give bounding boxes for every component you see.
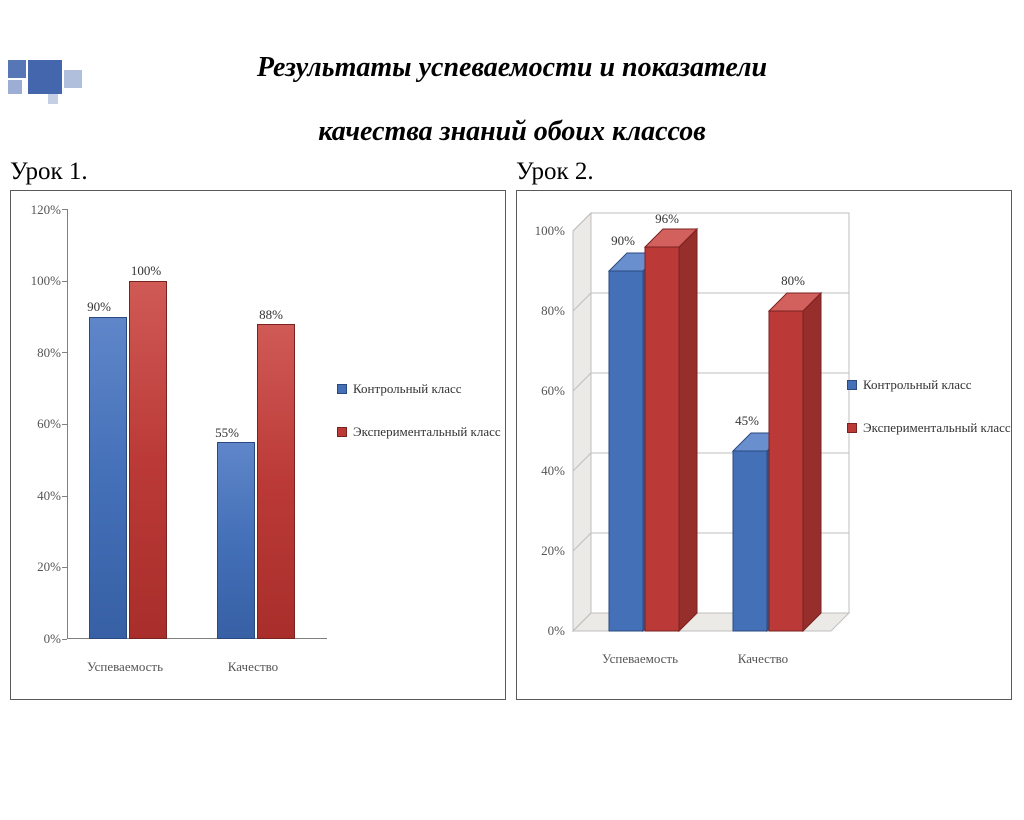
chart1-legend-label2: Экспериментальный класс — [353, 424, 501, 441]
chart2-legend-item2: Экспериментальный класс — [847, 420, 1011, 437]
title-line1: Результаты успеваемости и показатели — [0, 52, 1024, 84]
chart1-ytick-0: 0% — [21, 631, 61, 647]
chart2-val-s2-c1: 96% — [647, 211, 687, 227]
chart2-bars — [563, 211, 863, 651]
chart1-val-s1-c2: 55% — [207, 425, 247, 441]
chart2-bar-s2-c2 — [769, 293, 821, 631]
chart1-ytick-4: 80% — [21, 345, 61, 361]
chart1-cat-1: Успеваемость — [75, 659, 175, 675]
chart1-ytick-5: 100% — [21, 273, 61, 289]
chart1-legend: Контрольный класс Экспериментальный клас… — [337, 381, 501, 467]
chart2-legend: Контрольный класс Экспериментальный клас… — [847, 377, 1011, 463]
chart2-ytick-4: 80% — [525, 303, 565, 319]
chart2-plot — [573, 231, 831, 631]
legend-swatch-red — [337, 427, 347, 437]
chart2-legend-item1: Контрольный класс — [847, 377, 1011, 394]
chart2-val-s1-c2: 45% — [727, 413, 767, 429]
chart2-cat-1: Успеваемость — [585, 651, 695, 667]
chart1-val-s1-c1: 90% — [79, 299, 119, 315]
title-line2: качества знаний обоих классов — [0, 116, 1024, 148]
chart1-legend-item1: Контрольный класс — [337, 381, 501, 398]
chart2-bar-s2-c1 — [645, 229, 697, 631]
chart1-val-s2-c1: 100% — [123, 263, 169, 279]
chart2-ytick-1: 20% — [525, 543, 565, 559]
chart2-ytick-0: 0% — [525, 623, 565, 639]
chart2-legend-label1: Контрольный класс — [863, 377, 972, 394]
chart1-bar-s1-c2 — [217, 442, 255, 639]
legend-swatch-red — [847, 423, 857, 433]
chart1-bar-s2-c1 — [129, 281, 167, 639]
chart1-cat-2: Качество — [203, 659, 303, 675]
chart1-bar-s2-c2 — [257, 324, 295, 639]
chart1-bar-s1-c1 — [89, 317, 127, 640]
panel1-label: Урок 1. — [10, 158, 508, 186]
chart2-ytick-2: 40% — [525, 463, 565, 479]
panel-lesson1: Урок 1. — [10, 158, 508, 700]
page-title: Результаты успеваемости и показатели кач… — [0, 52, 1024, 148]
chart2-legend-label2: Экспериментальный класс — [863, 420, 1011, 437]
chart2-cat-2: Качество — [713, 651, 813, 667]
chart1: 0% 20% 40% 60% 80% 100% 120% 90% 100% 55… — [10, 190, 506, 700]
legend-swatch-blue — [847, 380, 857, 390]
chart2-ytick-5: 100% — [525, 223, 565, 239]
chart2: 0% 20% 40% 60% 80% 100% 90% 96% 45% 80% … — [516, 190, 1012, 700]
panel2-label: Урок 2. — [516, 158, 1014, 186]
chart1-ytick-2: 40% — [21, 488, 61, 504]
chart2-val-s1-c1: 90% — [603, 233, 643, 249]
chart1-plot — [67, 209, 327, 639]
chart1-val-s2-c2: 88% — [251, 307, 291, 323]
chart1-ytick-3: 60% — [21, 416, 61, 432]
chart1-ytick-1: 20% — [21, 559, 61, 575]
chart1-ytick-6: 120% — [21, 202, 61, 218]
charts-row: Урок 1. — [0, 158, 1024, 700]
chart1-legend-label1: Контрольный класс — [353, 381, 462, 398]
chart2-ytick-3: 60% — [525, 383, 565, 399]
chart1-legend-item2: Экспериментальный класс — [337, 424, 501, 441]
chart2-val-s2-c2: 80% — [773, 273, 813, 289]
panel-lesson2: Урок 2. — [516, 158, 1014, 700]
legend-swatch-blue — [337, 384, 347, 394]
